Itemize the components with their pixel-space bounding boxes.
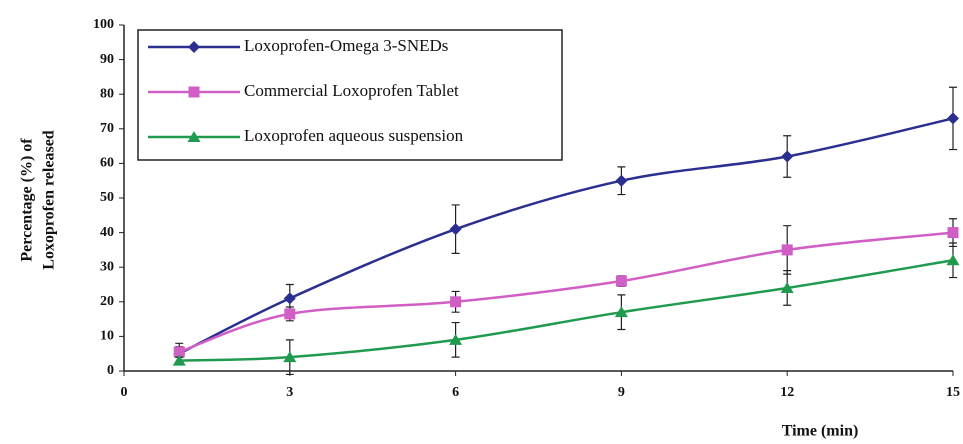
y-tick-label: 60 (100, 156, 114, 171)
x-axis-label: Time (min) (782, 423, 859, 440)
y-tick-label: 40 (100, 225, 114, 240)
marker (173, 346, 185, 358)
marker (449, 333, 463, 345)
marker (614, 306, 628, 318)
y-tick-label: 90 (100, 52, 114, 67)
legend-box (137, 29, 563, 161)
legend-label: Commercial Loxoprofen Tablet (244, 81, 459, 100)
x-tick-label: 3 (286, 385, 293, 400)
y-tick-label: 70 (100, 121, 114, 136)
y-tick-label: 100 (93, 17, 114, 32)
marker (781, 244, 793, 256)
series-line (179, 259, 954, 362)
marker (946, 254, 960, 266)
y-axis-label: Percentage (%) of (19, 138, 36, 262)
y-tick-label: 50 (100, 190, 114, 205)
marker (615, 275, 627, 287)
legend-label: Loxoprofen aqueous suspension (244, 126, 464, 145)
series-line (178, 231, 954, 354)
x-tick-label: 6 (452, 385, 459, 400)
marker (781, 150, 794, 163)
y-axis-label: Loxoprofen released (41, 130, 58, 270)
y-tick-label: 0 (107, 363, 114, 378)
marker (188, 41, 200, 53)
marker (283, 351, 297, 363)
marker (172, 354, 186, 366)
marker (947, 112, 959, 125)
y-tick-label: 30 (100, 259, 114, 274)
x-tick-label: 15 (946, 385, 960, 400)
y-tick-label: 80 (100, 86, 114, 101)
x-tick-label: 9 (618, 385, 625, 400)
marker (187, 131, 201, 142)
y-tick-label: 10 (100, 329, 114, 344)
marker (188, 86, 200, 98)
marker (780, 281, 794, 293)
legend-label: Loxoprofen-Omega 3-SNEDs (244, 36, 448, 55)
y-tick-label: 20 (100, 294, 114, 309)
marker (947, 227, 959, 239)
marker (615, 174, 628, 187)
marker (284, 308, 296, 320)
marker (450, 296, 462, 308)
marker (449, 223, 462, 236)
x-tick-label: 12 (780, 385, 794, 400)
x-tick-label: 0 (121, 385, 128, 400)
marker (283, 292, 296, 305)
